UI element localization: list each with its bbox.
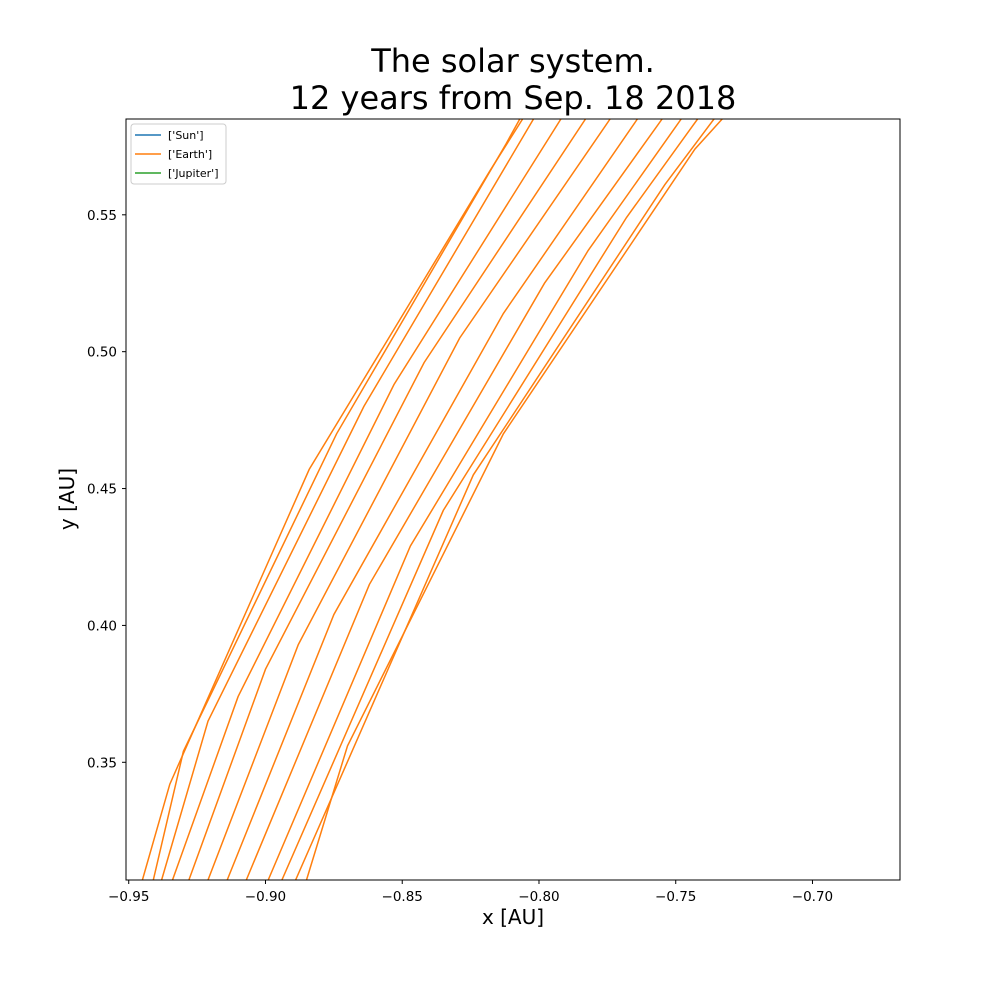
- x-axis: −0.95 −0.90 −0.85 −0.80 −0.75 −0.70: [108, 880, 833, 905]
- chart-title: The solar system.: [371, 42, 655, 80]
- earth-orbit-pass-2: [152, 119, 521, 880]
- y-tick-label: 0.35: [87, 755, 117, 771]
- earth-orbit-pass-3: [160, 119, 535, 880]
- y-axis: 0.35 0.40 0.45 0.50 0.55: [87, 208, 126, 771]
- x-tick-label: −0.80: [518, 889, 559, 905]
- y-tick-label: 0.50: [87, 345, 117, 361]
- y-tick-label: 0.55: [87, 208, 117, 224]
- chart-subtitle: 12 years from Sep. 18 2018: [289, 79, 737, 117]
- earth-orbit-pass-6: [207, 119, 611, 880]
- series-lines: [141, 119, 723, 880]
- earth-orbit-pass-12: [305, 119, 723, 880]
- earth-orbit-pass-11: [294, 119, 715, 880]
- legend: ['Sun'] ['Earth'] ['Jupiter']: [130, 123, 227, 185]
- x-tick-label: −0.75: [655, 889, 696, 905]
- axes-background: [126, 119, 900, 880]
- x-tick-label: −0.95: [108, 889, 149, 905]
- earth-orbit-pass-7: [226, 119, 639, 880]
- earth-orbit-pass-4: [171, 119, 562, 880]
- axes-frame: [125, 118, 901, 881]
- legend-box: [130, 123, 227, 185]
- earth-orbit-pass-10: [281, 119, 699, 880]
- legend-label: ['Jupiter']: [168, 167, 219, 180]
- legend-label: ['Earth']: [168, 148, 212, 161]
- x-tick-label: −0.90: [245, 889, 286, 905]
- y-tick-label: 0.45: [87, 482, 117, 498]
- earth-orbit-pass-5: [188, 119, 587, 880]
- x-tick-label: −0.85: [382, 889, 423, 905]
- legend-label: ['Sun']: [168, 129, 204, 142]
- y-axis-label: y [AU]: [55, 468, 79, 530]
- y-tick-label: 0.40: [87, 618, 117, 634]
- earth-orbit-pass-9: [267, 119, 682, 880]
- earth-orbit-pass-8: [245, 119, 663, 880]
- x-tick-label: −0.70: [792, 889, 833, 905]
- x-axis-label: x [AU]: [482, 905, 544, 929]
